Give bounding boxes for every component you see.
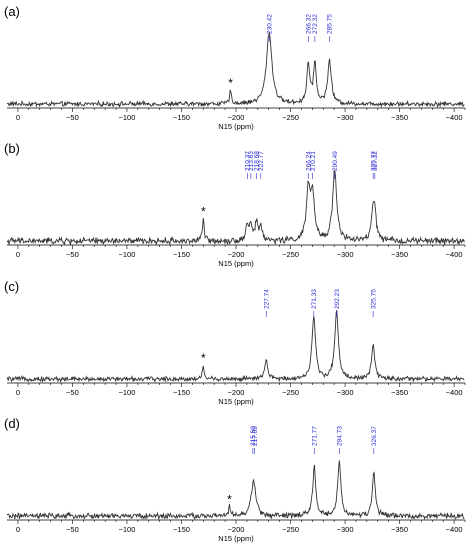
x-tick-label: −200 bbox=[228, 525, 245, 534]
x-tick-label: 0 bbox=[16, 113, 20, 122]
x-tick-label: −400 bbox=[446, 525, 463, 534]
x-tick-label: 0 bbox=[16, 250, 20, 259]
x-tick-label: −300 bbox=[337, 113, 354, 122]
peak-label: 217.09 bbox=[252, 426, 259, 446]
peak-label: 271.77 bbox=[312, 426, 319, 446]
impurity-asterisk: * bbox=[201, 351, 206, 365]
panel-label: (c) bbox=[4, 279, 19, 294]
x-tick-label: −250 bbox=[282, 388, 299, 397]
x-tick-label: −150 bbox=[173, 113, 190, 122]
x-tick-label: −250 bbox=[282, 113, 299, 122]
peak-label: 325.77 bbox=[370, 151, 377, 171]
panel-label: (a) bbox=[4, 4, 20, 19]
x-axis-label: N15 (ppm) bbox=[218, 534, 254, 543]
spectrum-trace bbox=[6, 310, 465, 384]
peak-label: 270.21 bbox=[310, 151, 317, 171]
x-tick-label: 0 bbox=[16, 388, 20, 397]
peak-label: 213.63 bbox=[248, 151, 255, 171]
x-tick-label: −350 bbox=[391, 250, 408, 259]
peak-label: 327.32 bbox=[372, 151, 379, 171]
x-tick-label: −250 bbox=[282, 250, 299, 259]
peak-label: 294.73 bbox=[337, 426, 344, 446]
x-tick-label: −200 bbox=[228, 250, 245, 259]
peak-label: 227.74 bbox=[263, 289, 270, 309]
peak-label: 266.24 bbox=[305, 151, 312, 171]
peak-label: 230.42 bbox=[266, 14, 273, 34]
x-tick-label: −100 bbox=[118, 113, 135, 122]
peak-label: 210.37 bbox=[245, 151, 252, 171]
panel-label: (b) bbox=[4, 141, 20, 156]
peak-label: 215.50 bbox=[250, 426, 257, 446]
peak-label: 272.32 bbox=[312, 14, 319, 34]
impurity-asterisk: * bbox=[228, 76, 233, 90]
x-tick-label: −350 bbox=[391, 113, 408, 122]
x-tick-label: −400 bbox=[446, 388, 463, 397]
x-tick-label: −300 bbox=[337, 388, 354, 397]
x-axis-label: N15 (ppm) bbox=[218, 259, 254, 268]
x-tick-label: −350 bbox=[391, 388, 408, 397]
impurity-asterisk: * bbox=[201, 204, 206, 218]
x-tick-label: −100 bbox=[118, 525, 135, 534]
peak-label: 266.32 bbox=[306, 14, 313, 34]
peak-label: 292.23 bbox=[334, 289, 341, 309]
peak-label: 325.75 bbox=[370, 289, 377, 309]
peak-label: 326.37 bbox=[371, 426, 378, 446]
x-tick-label: −400 bbox=[446, 113, 463, 122]
x-tick-label: −350 bbox=[391, 525, 408, 534]
spectrum-panel: (c) * 227.74 271.33 292.23 325.75 0 −50 −100 −150… bbox=[4, 279, 466, 406]
peak-label: 290.49 bbox=[332, 151, 339, 171]
x-tick-label: −100 bbox=[118, 388, 135, 397]
impurity-asterisk: * bbox=[227, 492, 232, 506]
x-tick-label: −250 bbox=[282, 525, 299, 534]
peak-label: 271.33 bbox=[311, 289, 318, 309]
spectrum-panel: (a) * 230.42 266.32 272.32 285.75 0 −50 −100 −150… bbox=[4, 4, 466, 131]
x-tick-label: −50 bbox=[66, 525, 79, 534]
x-tick-label: −50 bbox=[66, 388, 79, 397]
peak-label: 218.68 bbox=[254, 151, 261, 171]
spectrum-trace bbox=[6, 169, 465, 247]
x-tick-label: −150 bbox=[173, 525, 190, 534]
spectrum-trace bbox=[6, 32, 465, 109]
peak-label: 222.77 bbox=[258, 151, 265, 171]
x-tick-label: −300 bbox=[337, 525, 354, 534]
x-tick-label: −50 bbox=[66, 113, 79, 122]
x-tick-label: −150 bbox=[173, 250, 190, 259]
spectrum-trace bbox=[6, 460, 465, 521]
x-tick-label: −100 bbox=[118, 250, 135, 259]
x-tick-label: −150 bbox=[173, 388, 190, 397]
x-axis-label: N15 (ppm) bbox=[218, 122, 254, 131]
peak-label: 285.75 bbox=[327, 14, 334, 34]
x-tick-label: 0 bbox=[16, 525, 20, 534]
x-tick-label: −200 bbox=[228, 388, 245, 397]
x-tick-label: −50 bbox=[66, 250, 79, 259]
x-axis-label: N15 (ppm) bbox=[218, 397, 254, 406]
panel-label: (d) bbox=[4, 416, 20, 431]
x-tick-label: −200 bbox=[228, 113, 245, 122]
x-tick-label: −300 bbox=[337, 250, 354, 259]
x-tick-label: −400 bbox=[446, 250, 463, 259]
